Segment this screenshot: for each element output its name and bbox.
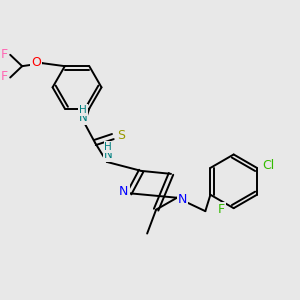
Text: N: N	[104, 148, 113, 161]
Text: H: H	[79, 105, 87, 115]
Text: H: H	[104, 142, 112, 152]
Text: Cl: Cl	[263, 159, 275, 172]
Text: F: F	[1, 48, 8, 61]
Text: N: N	[119, 185, 129, 198]
Text: F: F	[1, 70, 8, 83]
Text: N: N	[79, 111, 87, 124]
Text: S: S	[117, 129, 125, 142]
Text: F: F	[218, 203, 225, 216]
Text: N: N	[178, 193, 187, 206]
Text: O: O	[31, 56, 41, 69]
